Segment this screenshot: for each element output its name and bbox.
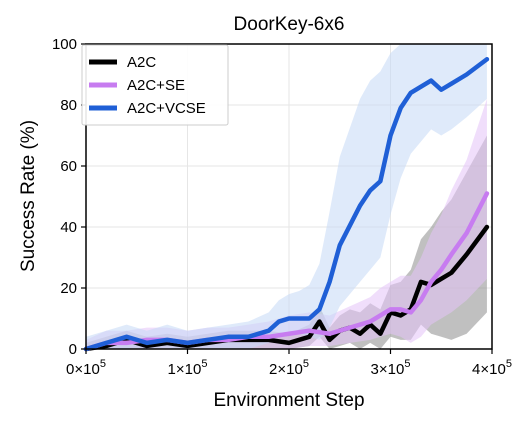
- series-lines: [83, 57, 490, 352]
- y-axis-label: Success Rate (%): [18, 120, 39, 272]
- x-tick-label: 2×105: [269, 358, 309, 378]
- series-line-0: [83, 224, 490, 352]
- series-band-1: [86, 98, 487, 350]
- x-tick-exponent: 5: [404, 358, 410, 370]
- x-tick-label: 1×105: [168, 358, 208, 378]
- y-axis-ticks: 0 20 40 60 80 100: [52, 36, 86, 358]
- x-tick-label: 3×105: [371, 358, 411, 378]
- legend: A2C A2C+SE A2C+VCSE: [81, 44, 229, 126]
- legend-label-2: A2C+VCSE: [127, 100, 206, 117]
- confidence-bands: [86, 44, 487, 350]
- x-axis-label: Environment Step: [213, 390, 364, 411]
- legend-box: [81, 44, 229, 126]
- x-tick-exponent: 5: [201, 358, 207, 370]
- y-tick-label: 60: [60, 158, 77, 175]
- x-tick-label: 0×105: [66, 358, 106, 378]
- series-band-2: [86, 44, 487, 349]
- y-tick-label: 80: [60, 97, 77, 114]
- y-tick-label: 40: [60, 219, 77, 236]
- y-tick-label: 0: [69, 341, 77, 358]
- chart-title: DoorKey-6x6: [234, 14, 345, 35]
- legend-label-1: A2C+SE: [127, 77, 185, 94]
- x-tick-label: 4×105: [472, 358, 512, 378]
- x-tick-exponent: 5: [100, 358, 106, 370]
- x-tick-exponent: 5: [506, 358, 512, 370]
- legend-label-0: A2C: [127, 54, 156, 71]
- y-tick-label: 100: [52, 36, 77, 53]
- x-tick-exponent: 5: [303, 358, 309, 370]
- y-tick-label: 20: [60, 280, 77, 297]
- x-axis-ticks: 0×105 1×105 2×105 3×105 4×105: [66, 349, 512, 378]
- series-line-2: [83, 57, 490, 352]
